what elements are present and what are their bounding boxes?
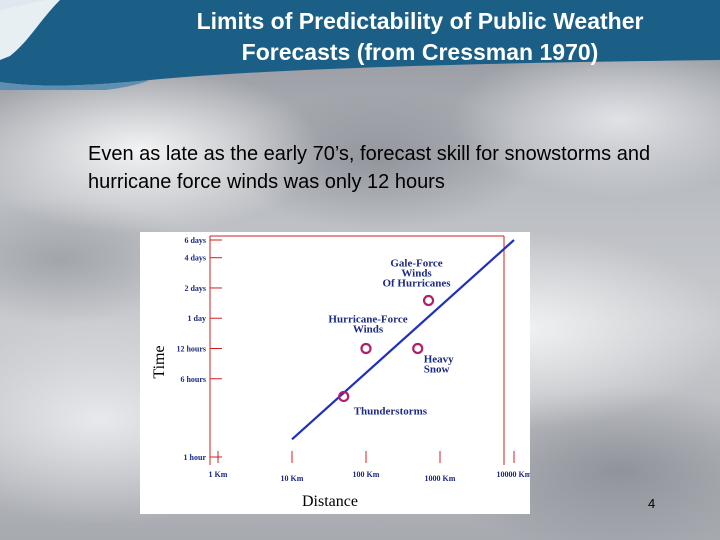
y-tick-label: 2 days bbox=[184, 284, 206, 293]
data-point bbox=[412, 342, 424, 355]
data-point-label: Winds bbox=[353, 324, 384, 336]
x-axis-title: Distance bbox=[302, 493, 358, 510]
x-tick-label: 1 Km bbox=[209, 470, 228, 479]
trend-line bbox=[291, 239, 515, 441]
y-tick-label: 1 hour bbox=[184, 453, 207, 462]
x-tick-label: 10 Km bbox=[281, 474, 304, 483]
y-tick-label: 4 days bbox=[184, 254, 206, 263]
title-line-2: Forecasts (from Cressman 1970) bbox=[241, 39, 599, 65]
corner-curl bbox=[0, 0, 60, 60]
chart-background bbox=[140, 232, 530, 514]
y-tick-label: 1 day bbox=[188, 314, 206, 323]
data-point bbox=[360, 342, 372, 355]
title-line-1: Limits of Predictability of Public Weath… bbox=[196, 8, 644, 34]
x-tick-label: 10000 Km bbox=[497, 470, 530, 479]
x-tick-label: 1000 Km bbox=[425, 474, 456, 483]
x-tick-label: 100 Km bbox=[353, 470, 380, 479]
data-point-label: Of Hurricanes bbox=[382, 278, 451, 290]
y-axis-title: Time bbox=[151, 345, 168, 378]
header-swoosh bbox=[0, 0, 720, 86]
y-tick-label: 6 days bbox=[184, 236, 206, 245]
data-point bbox=[338, 390, 350, 403]
data-point-label: Winds bbox=[401, 268, 432, 280]
predictability-chart: 1 hour 6 hours 12 hours 1 day 2 days 4 days 6 … bbox=[140, 232, 530, 514]
data-point-label: Heavy bbox=[424, 354, 454, 366]
page-number: 4 bbox=[648, 496, 656, 511]
header-banner bbox=[0, 0, 720, 90]
data-point-label: Snow bbox=[424, 364, 450, 376]
y-tick-label: 12 hours bbox=[176, 345, 206, 354]
slide-title: Limits of Predictability of Public Weath… bbox=[120, 6, 720, 68]
y-tick-label: 6 hours bbox=[180, 375, 206, 384]
data-point-label: Hurricane-Force bbox=[328, 314, 407, 326]
data-point bbox=[422, 294, 435, 307]
header-swoosh-highlight bbox=[0, 80, 150, 90]
data-point-label: Gale-Force bbox=[390, 258, 442, 270]
data-point-label: Thunderstorms bbox=[354, 405, 428, 417]
body-text: Even as late as the early 70’s, forecast… bbox=[88, 143, 651, 193]
